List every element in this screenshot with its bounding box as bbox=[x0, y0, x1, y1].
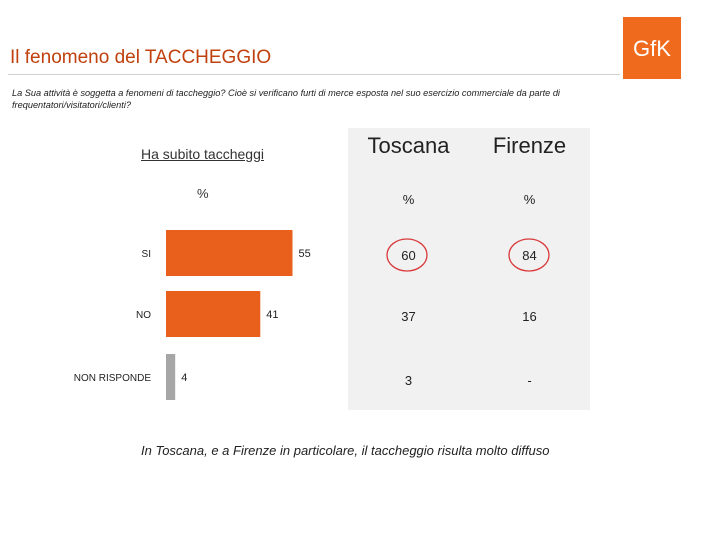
comparison-table bbox=[348, 128, 590, 410]
page-title: Il fenomeno del TACCHEGGIO bbox=[10, 47, 272, 68]
title-divider bbox=[8, 74, 620, 75]
chart-title: Ha subito taccheggi bbox=[141, 146, 264, 162]
value-label-si: 55 bbox=[299, 248, 311, 260]
bar-non-risponde bbox=[166, 354, 176, 400]
category-label-si: SI bbox=[142, 249, 151, 260]
survey-question: La Sua attività è soggetta a fenomeni di… bbox=[12, 88, 560, 110]
table-cell-no-firenze: 16 bbox=[522, 309, 537, 324]
footer-note: In Toscana, e a Firenze in particolare, … bbox=[141, 443, 550, 458]
value-label-non-risponde: 4 bbox=[181, 372, 187, 384]
table-unit-firenze: % bbox=[523, 192, 536, 207]
table-cell-si-toscana: 60 bbox=[401, 248, 416, 263]
table-cell-nr-firenze: - bbox=[527, 373, 532, 388]
bar-no bbox=[166, 291, 261, 337]
table-cell-nr-toscana: 3 bbox=[404, 373, 413, 388]
category-label-no: NO bbox=[136, 310, 151, 321]
table-cell-si-firenze: 84 bbox=[522, 248, 537, 263]
table-unit-toscana: % bbox=[402, 192, 415, 207]
logo-text: GfK bbox=[633, 36, 671, 61]
category-label-non-risponde: NON RISPONDE bbox=[74, 373, 152, 384]
gfk-logo: GfK bbox=[623, 17, 681, 79]
table-cell-no-toscana: 37 bbox=[401, 309, 416, 324]
bar-chart: SI 55 NO 41 NON RISPONDE 4 bbox=[74, 230, 311, 400]
bar-si bbox=[166, 230, 293, 276]
table-header-firenze: Firenze bbox=[492, 133, 567, 158]
table-header-toscana: Toscana bbox=[367, 133, 450, 158]
chart-unit-label: % bbox=[197, 186, 209, 201]
circle-highlight-firenze bbox=[508, 238, 550, 272]
circled-highlights bbox=[386, 238, 550, 272]
value-label-no: 41 bbox=[266, 309, 278, 321]
circle-highlight-toscana bbox=[386, 238, 428, 272]
